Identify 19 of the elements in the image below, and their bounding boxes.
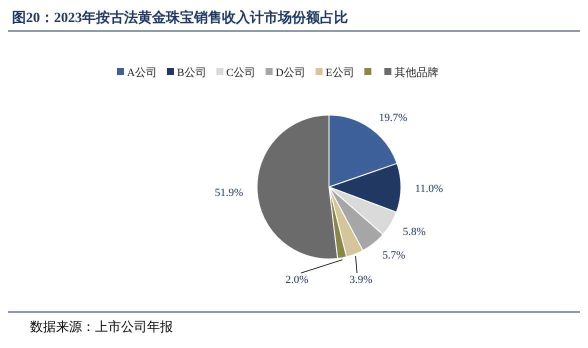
legend-label: E公司 xyxy=(326,67,354,79)
data-label: 19.7% xyxy=(378,112,408,124)
legend-label: A公司 xyxy=(127,67,157,79)
chart-title: 图20：2023年按古法黄金珠宝销售收入计市场份额占比 xyxy=(12,9,348,26)
pie-slice xyxy=(328,186,384,252)
pie-slice xyxy=(328,186,397,236)
legend-label: D公司 xyxy=(276,67,306,79)
pie-slice xyxy=(328,162,402,213)
legend-label: B公司 xyxy=(176,67,206,79)
data-label: 5.8% xyxy=(402,226,426,238)
legend-label: C公司 xyxy=(226,67,256,79)
data-label: 3.9% xyxy=(350,274,372,286)
legend-label: 其他品牌 xyxy=(394,66,438,79)
data-label: 5.7% xyxy=(382,249,406,262)
data-label: 51.9% xyxy=(214,187,244,200)
pie-slice xyxy=(256,114,338,260)
data-label: 11.0% xyxy=(414,183,444,196)
data-label: 2.0% xyxy=(286,274,308,286)
source-note: 数据来源：上市公司年报 xyxy=(30,319,173,334)
